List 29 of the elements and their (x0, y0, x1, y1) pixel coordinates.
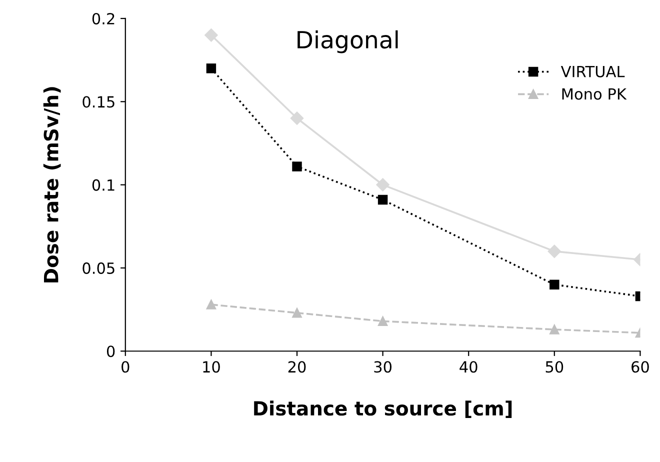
point (206, 64, 216, 74)
point (204, 28, 218, 42)
y-tick-label: 0.2 (92, 12, 114, 24)
point (292, 162, 302, 172)
point (290, 112, 304, 125)
legend-label: Mono PK (562, 88, 627, 100)
x-tick-label: 40 (460, 361, 478, 373)
point (548, 244, 561, 258)
point (550, 324, 560, 334)
annotation: Diagonal (298, 30, 398, 54)
point (378, 194, 388, 205)
y-tick-label: 0.15 (82, 96, 114, 108)
x-tick-label: 20 (288, 361, 306, 373)
legend-label: VIRTUAL (560, 66, 625, 78)
point (550, 280, 560, 290)
point (292, 308, 302, 318)
y-tick-label: 0.05 (82, 262, 114, 274)
y-axis-title: Dose rate (mSv/h) (43, 87, 61, 282)
point (206, 300, 216, 310)
y-tick-label: 0.1 (92, 179, 114, 191)
x-tick-label: 10 (203, 361, 220, 373)
point (376, 178, 390, 192)
x-tick-label: 30 (374, 361, 392, 373)
x-tick-label: 50 (546, 361, 564, 373)
x-tick-label: 60 (632, 361, 649, 373)
x-axis-title: Distance to source [cm] (254, 400, 512, 418)
y-tick-label: 0 (106, 346, 115, 358)
x-tick-label: 0 (122, 361, 130, 373)
point (378, 316, 388, 326)
